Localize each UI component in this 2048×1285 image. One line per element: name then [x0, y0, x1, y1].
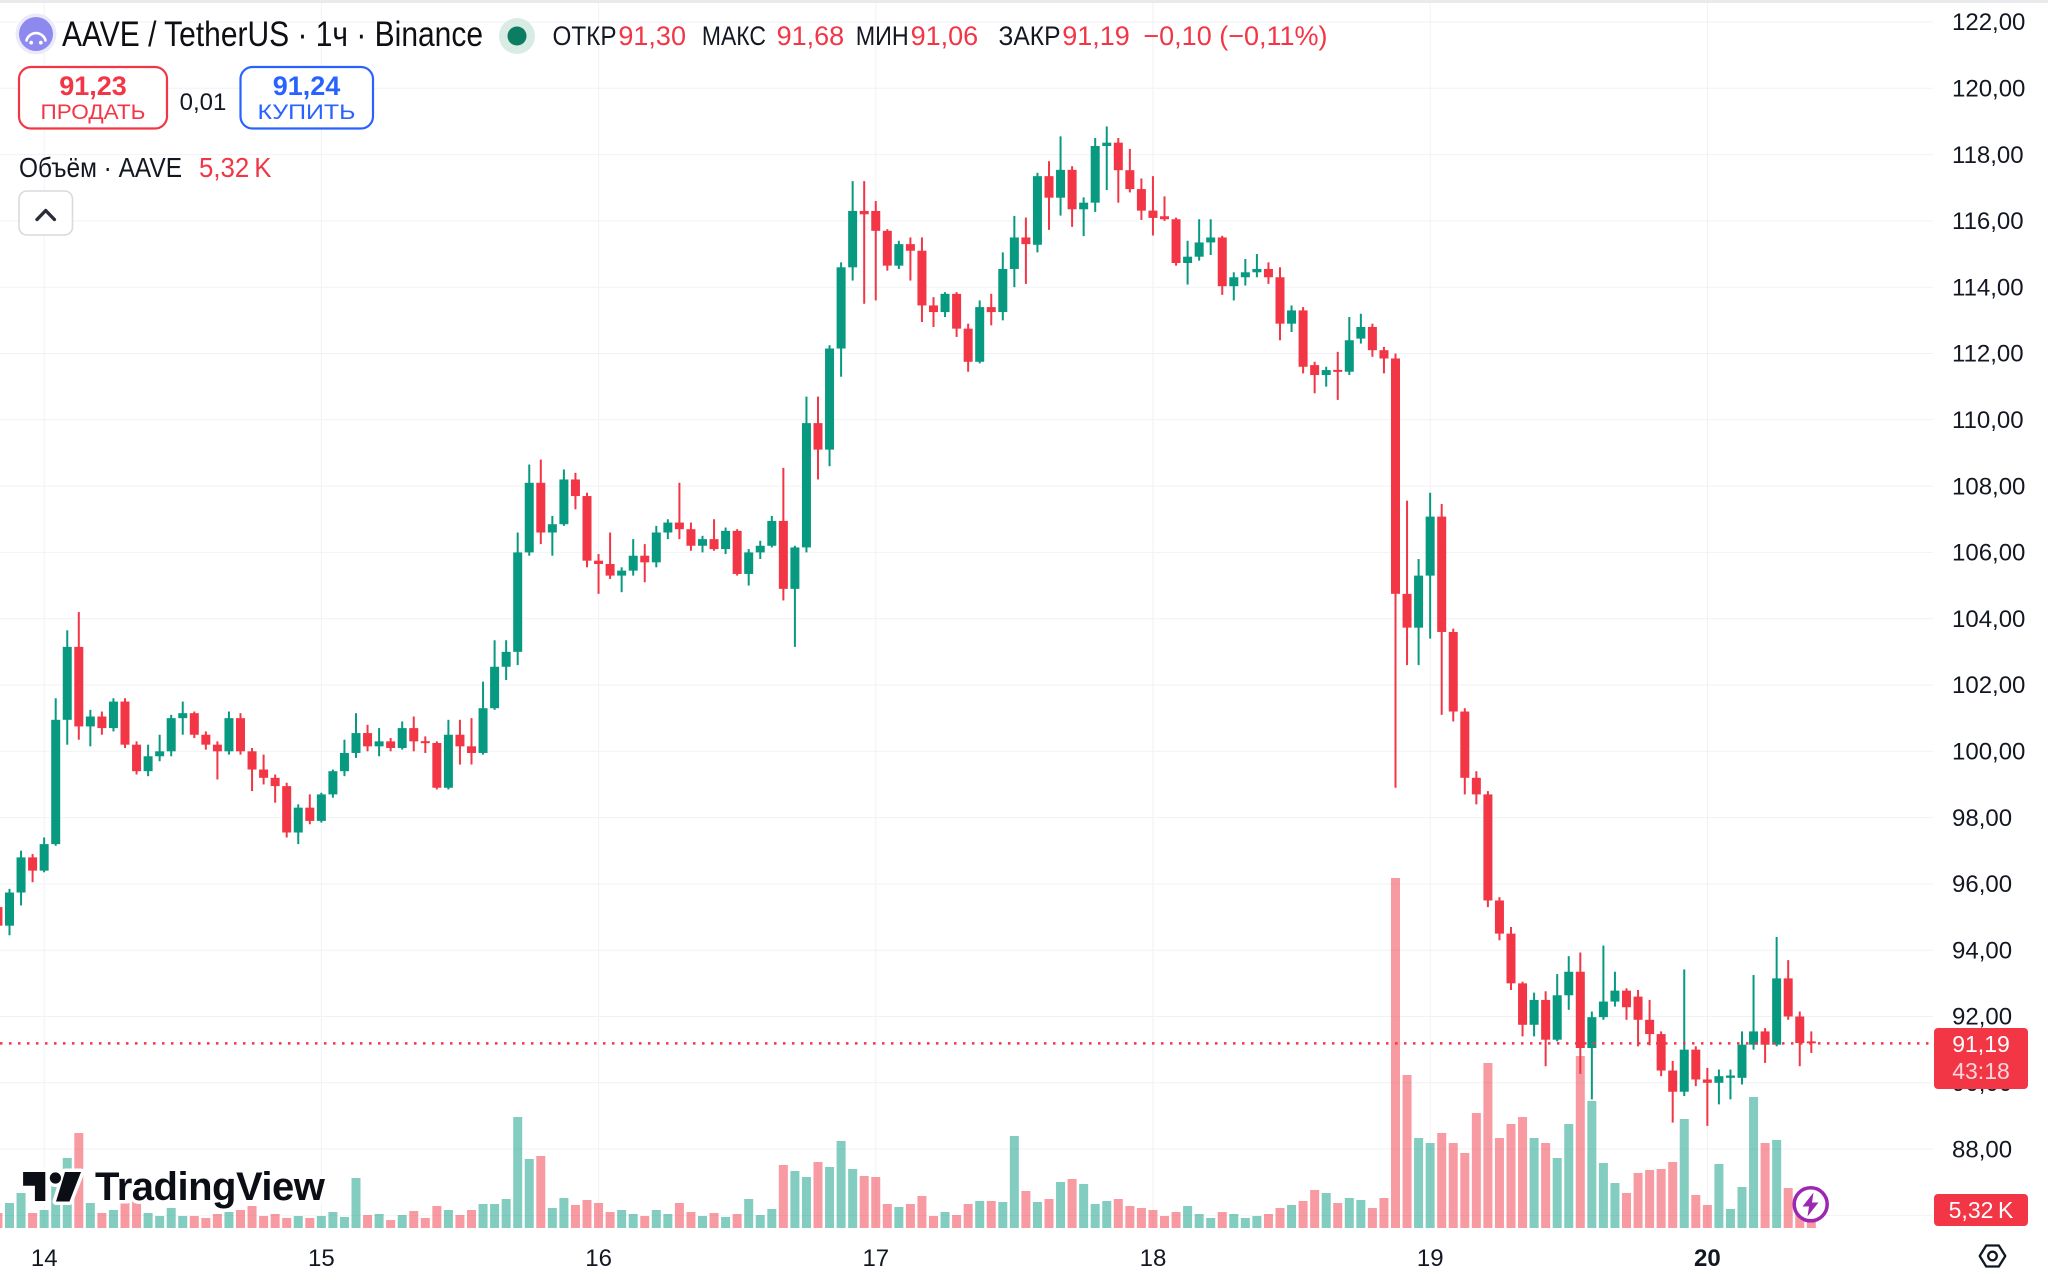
- svg-text:Объём · AAVE: Объём · AAVE: [19, 152, 182, 183]
- svg-text:ОТКР: ОТКР: [553, 21, 617, 51]
- svg-text:ЗАКР: ЗАКР: [999, 21, 1061, 51]
- svg-text:5,32 K: 5,32 K: [199, 152, 272, 183]
- svg-text:110,00: 110,00: [1952, 407, 2024, 434]
- svg-text:43:18: 43:18: [1952, 1058, 2010, 1084]
- svg-text:−0,10 (−0,11%): −0,10 (−0,11%): [1143, 21, 1327, 51]
- svg-text:14: 14: [31, 1245, 58, 1272]
- svg-text:116,00: 116,00: [1952, 208, 2024, 235]
- svg-text:91,23: 91,23: [59, 71, 127, 101]
- svg-text:КУПИТЬ: КУПИТЬ: [258, 100, 356, 124]
- svg-text:108,00: 108,00: [1952, 473, 2025, 500]
- svg-text:AAVE / TetherUS · 1ч · Binance: AAVE / TetherUS · 1ч · Binance: [62, 15, 483, 54]
- svg-text:92,00: 92,00: [1952, 1004, 2012, 1031]
- svg-text:91,30: 91,30: [618, 21, 686, 51]
- svg-text:5,32 K: 5,32 K: [1949, 1197, 2014, 1223]
- svg-text:91,19: 91,19: [1062, 21, 1130, 51]
- svg-text:МАКС: МАКС: [702, 21, 766, 51]
- svg-text:120,00: 120,00: [1952, 76, 2025, 103]
- svg-text:20: 20: [1694, 1245, 1721, 1272]
- svg-text:94,00: 94,00: [1952, 937, 2012, 964]
- svg-text:88,00: 88,00: [1952, 1136, 2012, 1163]
- svg-text:ПРОДАТЬ: ПРОДАТЬ: [41, 100, 146, 124]
- svg-text:114,00: 114,00: [1952, 274, 2024, 301]
- svg-text:106,00: 106,00: [1952, 540, 2025, 567]
- svg-text:100,00: 100,00: [1952, 739, 2025, 766]
- svg-text:TradingView: TradingView: [95, 1165, 326, 1209]
- svg-text:18: 18: [1140, 1245, 1167, 1272]
- svg-text:98,00: 98,00: [1952, 805, 2012, 832]
- svg-text:0,01: 0,01: [180, 89, 227, 116]
- svg-text:16: 16: [585, 1245, 612, 1272]
- svg-text:122,00: 122,00: [1952, 9, 2025, 36]
- svg-text:19: 19: [1417, 1245, 1444, 1272]
- svg-text:118,00: 118,00: [1952, 142, 2024, 169]
- svg-text:112,00: 112,00: [1952, 341, 2024, 368]
- svg-text:102,00: 102,00: [1952, 672, 2025, 699]
- svg-text:91,19: 91,19: [1952, 1031, 2010, 1057]
- svg-text:МИН: МИН: [856, 21, 909, 51]
- svg-text:91,24: 91,24: [273, 71, 341, 101]
- svg-text:17: 17: [862, 1245, 889, 1272]
- svg-text:104,00: 104,00: [1952, 606, 2025, 633]
- svg-text:91,68: 91,68: [777, 21, 845, 51]
- svg-text:91,06: 91,06: [911, 21, 979, 51]
- svg-text:96,00: 96,00: [1952, 871, 2012, 898]
- svg-text:15: 15: [308, 1245, 335, 1272]
